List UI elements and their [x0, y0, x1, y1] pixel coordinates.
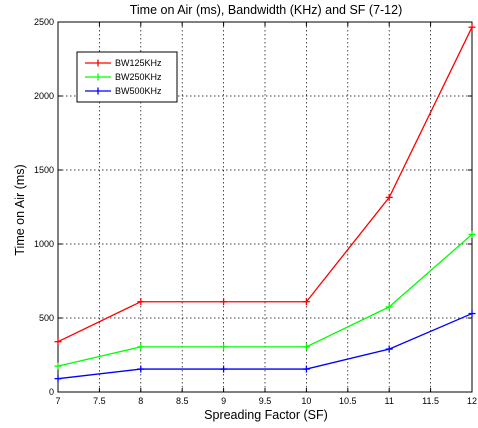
y-tick-label: 1500 — [34, 165, 54, 175]
data-point — [468, 230, 476, 238]
data-point — [468, 310, 476, 318]
y-tick-label: 2000 — [34, 91, 54, 101]
legend-entry: BW125KHz — [85, 58, 162, 68]
y-tick-label: 1000 — [34, 239, 54, 249]
legend-label: BW125KHz — [115, 58, 162, 68]
data-point — [220, 298, 228, 306]
series-BW250KHz — [54, 230, 476, 370]
x-tick-label: 11.5 — [422, 396, 439, 406]
x-tick-label: 11 — [385, 396, 394, 406]
x-tick-label: 10.5 — [339, 396, 357, 406]
data-point — [137, 298, 145, 306]
y-tick-label: 0 — [49, 387, 54, 397]
grid — [58, 22, 472, 392]
legend: BW125KHz BW250KHz BW500KHz — [76, 51, 178, 103]
data-point — [137, 365, 145, 373]
y-tick-label: 500 — [39, 313, 54, 323]
axes: 7 7.5 8 8.5 9 9.5 10 10.5 11 11.5 12 0 500 1000 1500 20… — [34, 17, 477, 406]
x-tick-label: 9.5 — [259, 396, 272, 406]
legend-entry: BW250KHz — [85, 72, 162, 82]
data-point — [468, 23, 476, 31]
y-tick-label: 2500 — [34, 17, 54, 27]
series-BW500KHz — [54, 310, 476, 383]
series-line — [57, 312, 473, 380]
data-point — [220, 365, 228, 373]
data-point — [220, 343, 228, 351]
chart-title: Time on Air (ms), Bandwidth (KHz) and SF… — [130, 3, 403, 17]
data-point — [385, 193, 393, 201]
data-point — [137, 343, 145, 351]
x-tick-label: 8.5 — [176, 396, 189, 406]
data-point — [302, 298, 310, 306]
series-layer — [54, 23, 476, 383]
data-point — [302, 365, 310, 373]
x-tick-label: 7 — [55, 396, 60, 406]
x-tick-label: 9 — [221, 396, 226, 406]
legend-label: BW500KHz — [115, 86, 162, 96]
data-point — [385, 345, 393, 353]
series-line — [57, 233, 473, 367]
data-point — [385, 303, 393, 311]
legend-entry: BW500KHz — [85, 86, 162, 96]
series-BW125KHz — [54, 23, 476, 346]
data-point — [54, 375, 62, 383]
x-tick-label: 12 — [467, 396, 477, 406]
legend-label: BW250KHz — [115, 72, 162, 82]
y-axis-label: Time on Air (ms) — [13, 164, 27, 255]
data-point — [54, 362, 62, 370]
x-axis-label: Spreading Factor (SF) — [204, 408, 328, 422]
series-line — [57, 26, 473, 343]
data-point — [54, 338, 62, 346]
x-tick-label: 7.5 — [93, 396, 106, 406]
x-tick-label: 8 — [138, 396, 143, 406]
x-tick-label: 10 — [301, 396, 311, 406]
data-point — [302, 343, 310, 351]
